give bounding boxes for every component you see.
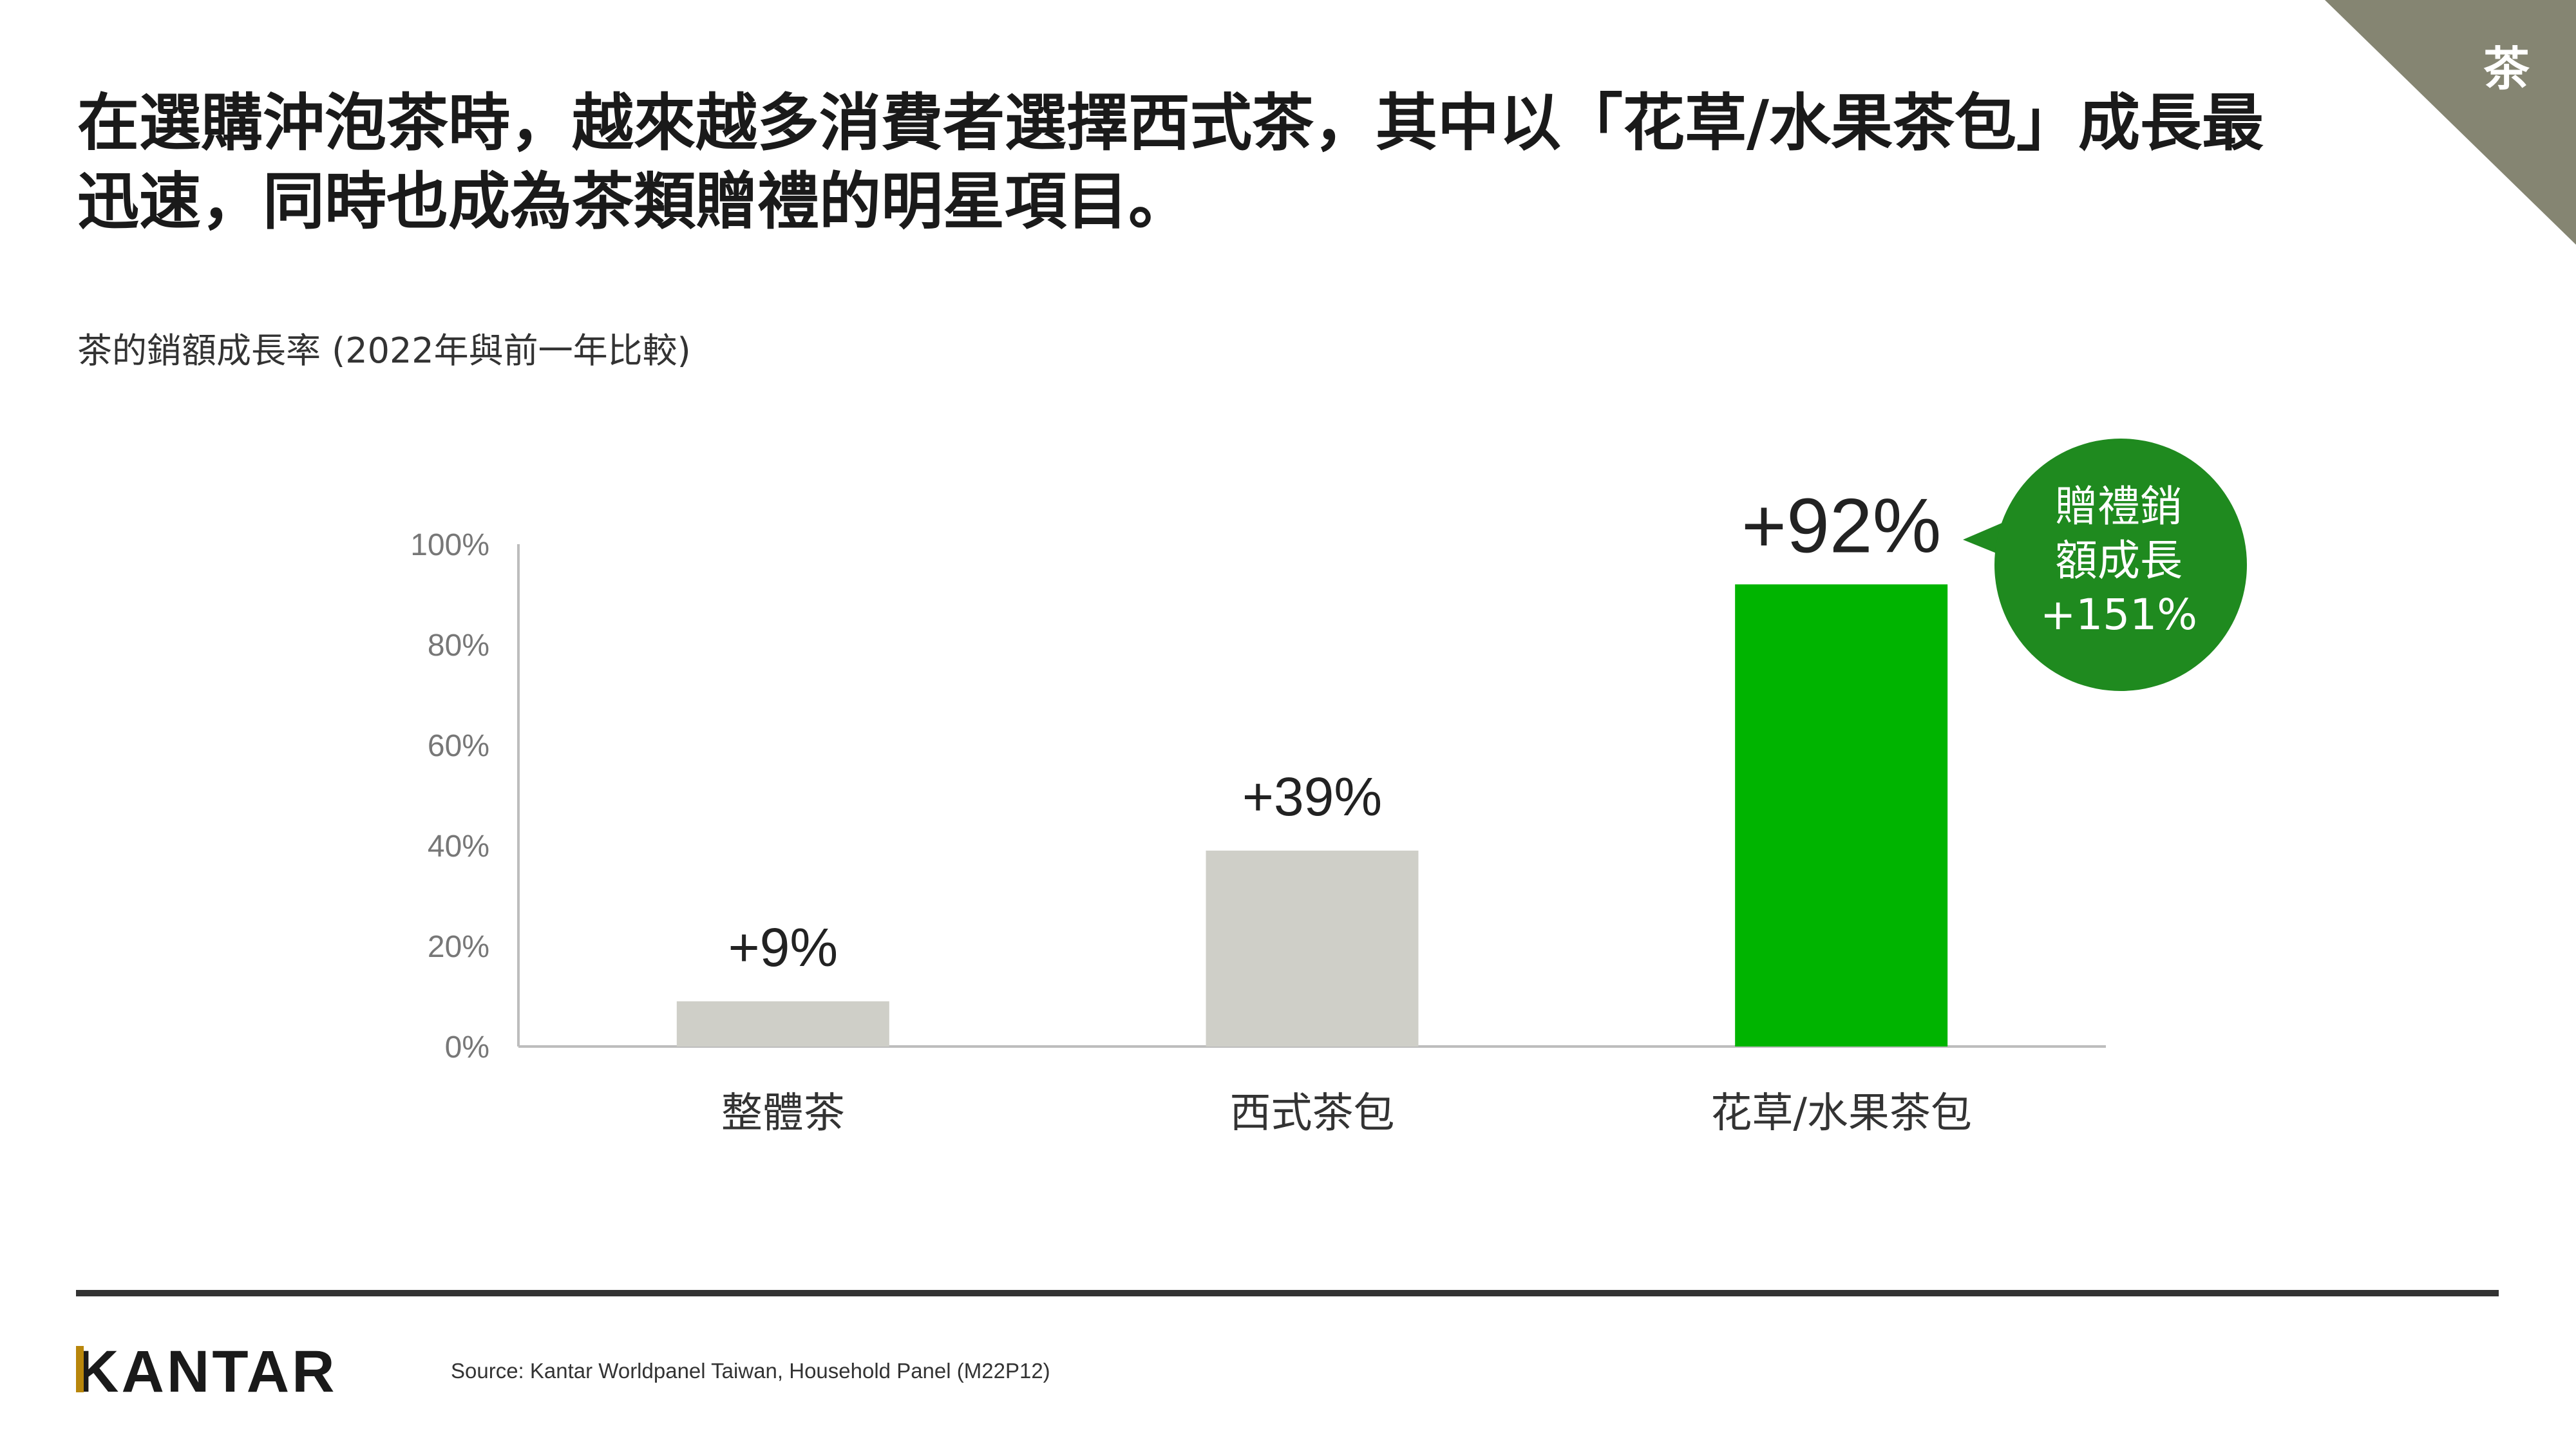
x-tick-label: 西式茶包 — [1230, 1090, 1395, 1137]
y-tick-label: 80% — [428, 629, 489, 663]
y-tick-label: 0% — [445, 1030, 489, 1065]
y-tick-label: 100% — [410, 528, 489, 562]
callout-line-2: 額成長 — [2055, 536, 2183, 585]
source-note: Source: Kantar Worldpanel Taiwan, Househ… — [451, 1359, 1050, 1383]
page-title-line-2: 迅速，同時也成為茶類贈禮的明星項目。 — [77, 166, 1190, 238]
callout-line-1: 贈禮銷 — [2055, 482, 2183, 531]
y-tick-label: 40% — [428, 829, 489, 864]
footer-divider — [76, 1290, 2499, 1296]
callout-text: 贈禮銷 額成長 +151% — [1996, 480, 2241, 642]
kantar-logo: KANTAR — [76, 1339, 337, 1405]
x-tick-label: 花草/水果茶包 — [1710, 1090, 1972, 1137]
corner-label: 茶 — [2483, 42, 2530, 96]
page-title: 在選購沖泡茶時，越來越多消費者選擇西式茶，其中以「花草/水果茶包」成長最 迅速，… — [77, 84, 2370, 241]
callout-bubble — [1994, 439, 2247, 691]
x-tick-label: 整體茶 — [721, 1090, 845, 1137]
callout-line-3: +151% — [2040, 590, 2197, 639]
chart-subtitle: 茶的銷額成長率 (2022年與前一年比較) — [77, 330, 691, 371]
y-tick-label: 20% — [428, 930, 489, 964]
bar — [1735, 584, 1948, 1046]
kantar-logo-accent — [76, 1346, 84, 1392]
bar — [676, 1001, 889, 1046]
corner-triangle — [2325, 0, 2576, 245]
data-label: +92% — [1741, 482, 1941, 569]
y-tick-label: 60% — [428, 729, 489, 763]
page-title-line-1: 在選購沖泡茶時，越來越多消費者選擇西式茶，其中以「花草/水果茶包」成長最 — [77, 87, 2264, 159]
data-label: +9% — [728, 917, 838, 978]
bar — [1206, 850, 1419, 1046]
data-label: +39% — [1242, 766, 1382, 827]
